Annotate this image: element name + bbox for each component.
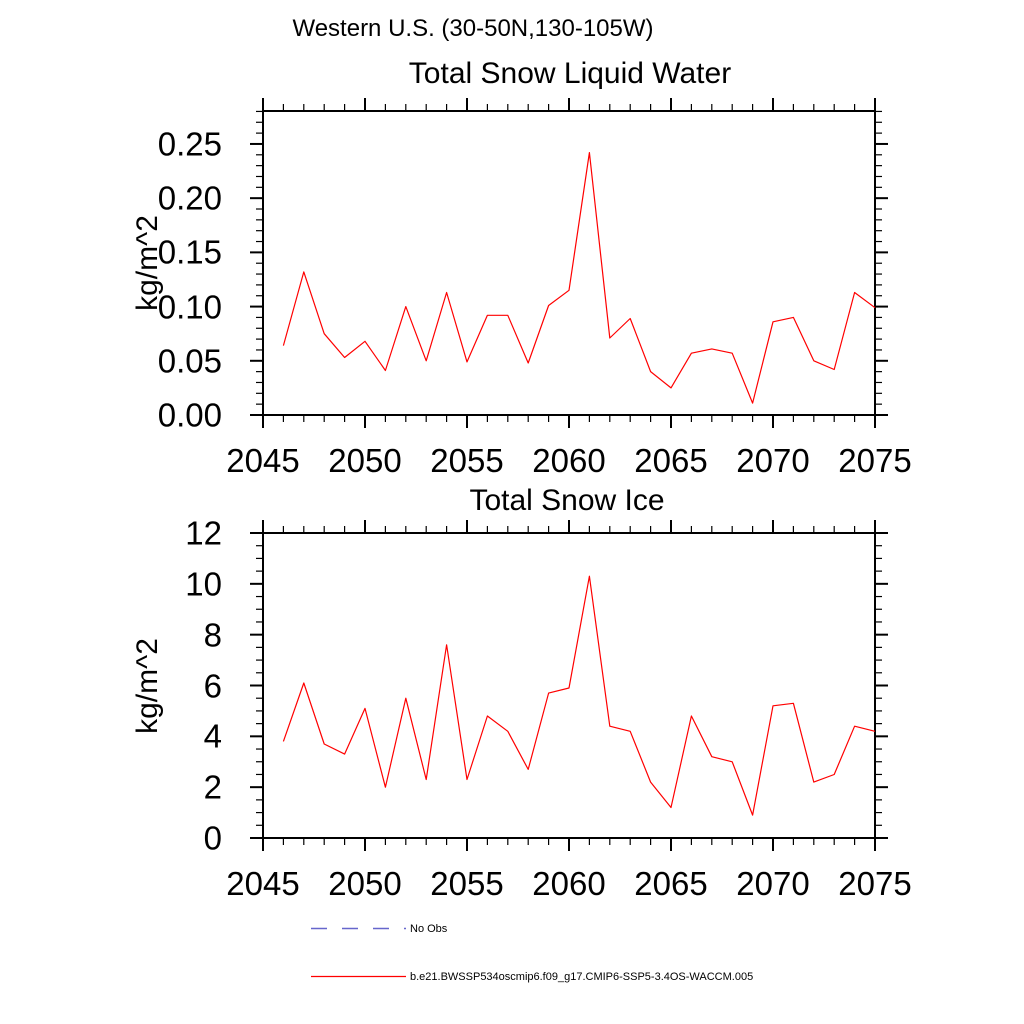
y-tick-label: 6 — [203, 667, 222, 704]
y-tick-label: 0.10 — [157, 288, 222, 326]
top-chart-title: Total Snow Liquid Water — [408, 57, 732, 90]
legend-label-model-run: b.e21.BWSSP534oscmip6.f09_g17.CMIP6-SSP5… — [410, 971, 754, 983]
x-tick-label: 2060 — [532, 865, 606, 902]
x-tick-label: 2045 — [226, 442, 300, 479]
legend-label-no-obs: No Obs — [410, 923, 448, 935]
y-tick-label: 0 — [203, 819, 222, 857]
y-tick-label: 0.20 — [157, 179, 222, 217]
y-tick-label: 12 — [185, 514, 222, 552]
bottom-chart-title: Total Snow Ice — [469, 484, 665, 517]
x-tick-label: 2070 — [736, 442, 810, 479]
x-tick-label: 2050 — [328, 865, 402, 902]
x-tick-label: 2065 — [634, 865, 708, 902]
x-tick-label: 2050 — [328, 442, 402, 479]
x-tick-label: 2055 — [430, 442, 504, 479]
plot-border — [262, 110, 876, 416]
main-title: Western U.S. (30-50N,130-105W) — [292, 15, 654, 42]
y-tick-label: 0.15 — [157, 233, 222, 271]
x-tick-label: 2070 — [736, 865, 810, 902]
x-tick-label: 2055 — [430, 865, 504, 902]
y-tick-label: 2 — [203, 768, 222, 806]
y-tick-label: 4 — [203, 717, 222, 755]
x-tick-label: 2060 — [532, 442, 606, 479]
y-tick-label: 0.00 — [157, 396, 222, 434]
x-tick-label: 2065 — [634, 442, 708, 479]
series-line-snow-ice — [282, 575, 876, 816]
series-line-snow-liquid-water — [282, 152, 876, 404]
y-tick-label: 0.25 — [157, 125, 222, 163]
y-tick-label: 0.05 — [157, 342, 222, 380]
y-tick-label: 10 — [185, 565, 222, 603]
y-tick-label: 8 — [203, 616, 222, 654]
x-tick-label: 2045 — [226, 865, 300, 902]
x-tick-label: 2075 — [838, 442, 912, 479]
x-tick-label: 2075 — [838, 865, 912, 902]
